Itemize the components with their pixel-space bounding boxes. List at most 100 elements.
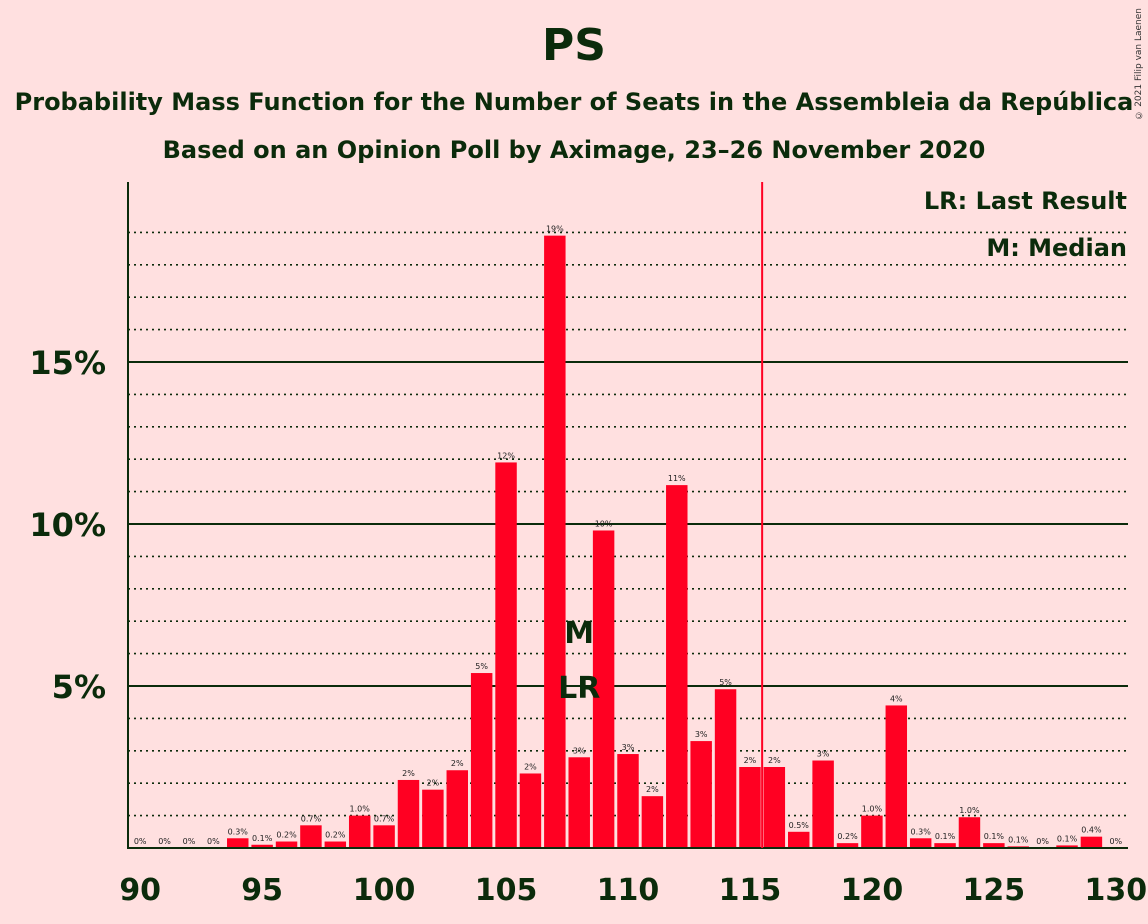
bar-98 [324, 841, 347, 848]
chart-source: Based on an Opinion Poll by Aximage, 23–… [162, 136, 986, 164]
bar-116 [763, 767, 786, 848]
bar-108 [568, 757, 590, 848]
bar-label-129: 0.4% [1081, 826, 1102, 835]
bar-107 [544, 235, 566, 848]
bar-124 [958, 817, 981, 848]
bar-102 [422, 789, 444, 848]
x-tick-label: 95 [241, 873, 283, 908]
bar-label-96: 0.2% [276, 831, 297, 840]
gridlines [128, 231, 1128, 817]
bar-label-94: 0.3% [228, 827, 249, 836]
x-tick-label: 130 [1084, 873, 1147, 908]
bar-label-105: 12% [497, 451, 515, 460]
bar-label-104: 5% [475, 662, 488, 671]
bar-label-106: 2% [524, 762, 537, 771]
bar-119 [836, 843, 859, 848]
bar-label-130: 0% [1109, 837, 1122, 846]
x-tick-label: 120 [841, 873, 904, 908]
bar-99 [348, 815, 371, 848]
bar-label-109: 10% [595, 519, 613, 528]
median-marker: M [564, 616, 594, 651]
bar-label-95: 0.1% [252, 834, 273, 843]
bar-125 [983, 843, 1005, 848]
bar-label-122: 0.3% [911, 827, 932, 836]
bar-104 [470, 673, 493, 848]
annotations: M LR LR: Last Result M: Median [558, 187, 1127, 706]
bar-106 [519, 773, 542, 848]
bar-114 [714, 689, 737, 848]
bar-label-101: 2% [402, 769, 415, 778]
bar-96 [275, 841, 298, 848]
legend-entry: LR: Last Result [924, 187, 1127, 215]
y-tick-label: 10% [29, 506, 106, 544]
bar-103 [446, 770, 468, 848]
bar-123 [934, 843, 956, 848]
y-tick-label: 15% [29, 344, 106, 382]
bar-label-125: 0.1% [984, 832, 1005, 841]
bar-105 [495, 462, 517, 848]
bar-label-97: 0.7% [301, 814, 322, 823]
bar-label-113: 3% [695, 730, 708, 739]
bar-115 [739, 767, 761, 848]
bar-129 [1080, 836, 1103, 848]
bar-111 [641, 796, 664, 848]
x-tick-label: 100 [353, 873, 416, 908]
bar-label-99: 1.0% [350, 805, 371, 814]
last-result-marker: LR [558, 671, 600, 706]
bar-118 [812, 760, 834, 848]
y-tick-label: 5% [52, 668, 106, 706]
axes [127, 182, 1128, 849]
x-tick-label: 115 [719, 873, 782, 908]
x-tick-label: 110 [597, 873, 660, 908]
bar-label-92: 0% [183, 837, 196, 846]
bar-label-102: 2% [427, 779, 440, 788]
bar-94 [227, 838, 249, 848]
bar-112 [666, 485, 688, 848]
bar-label-111: 2% [646, 785, 659, 794]
bar-113 [690, 741, 712, 848]
bar-label-91: 0% [158, 837, 171, 846]
bar-label-117: 0.5% [789, 821, 810, 830]
bar-label-90: 0% [134, 837, 147, 846]
bar-label-103: 2% [451, 759, 464, 768]
bar-label-100: 0.7% [374, 814, 395, 823]
bar-label-126: 0.1% [1008, 835, 1029, 844]
tick-labels: 5% 10% 15% 90 95 100 105 110 115 120 125 130 [29, 344, 1147, 908]
legend-entry: M: Median [986, 234, 1127, 262]
bar-labels: 0% 0% 0% 0%0.3%0.1% 0.2%0.7%0.2%1.0%0.7%2%2%… [134, 225, 1123, 846]
bar-label-119: 0.2% [837, 832, 858, 841]
bar-label-108: 3% [573, 746, 586, 755]
x-tick-label: 105 [475, 873, 538, 908]
bar-label-127: 0% [1036, 837, 1049, 846]
bar-110 [617, 754, 639, 848]
bar-95 [251, 844, 273, 848]
bar-label-124: 1.0% [959, 806, 980, 815]
bar-101 [397, 779, 420, 848]
bar-100 [373, 825, 395, 848]
bar-109 [592, 530, 615, 848]
bar-117 [788, 831, 810, 848]
bar-label-123: 0.1% [935, 832, 956, 841]
bar-label-110: 3% [622, 743, 635, 752]
bar-label-120: 1.0% [862, 805, 883, 814]
bar-label-107: 19% [546, 225, 564, 234]
bar-label-112: 11% [668, 474, 686, 483]
bar-label-98: 0.2% [325, 831, 346, 840]
bar-label-93: 0% [207, 837, 220, 846]
bar-label-121: 4% [890, 694, 903, 703]
bar-128 [1056, 845, 1078, 848]
bar-97 [300, 825, 322, 848]
bar-label-114: 5% [719, 678, 732, 687]
bar-label-118: 3% [817, 750, 830, 759]
bar-121 [885, 705, 908, 848]
bar-label-116: 2% [768, 756, 781, 765]
chart-title: PS [542, 20, 606, 71]
bar-122 [909, 838, 932, 848]
bars [227, 235, 1103, 848]
chart-subtitle: Probability Mass Function for the Number… [14, 88, 1134, 116]
bar-label-115: 2% [744, 756, 757, 765]
x-tick-label: 90 [119, 873, 161, 908]
bar-label-128: 0.1% [1057, 834, 1078, 843]
x-tick-label: 125 [963, 873, 1026, 908]
